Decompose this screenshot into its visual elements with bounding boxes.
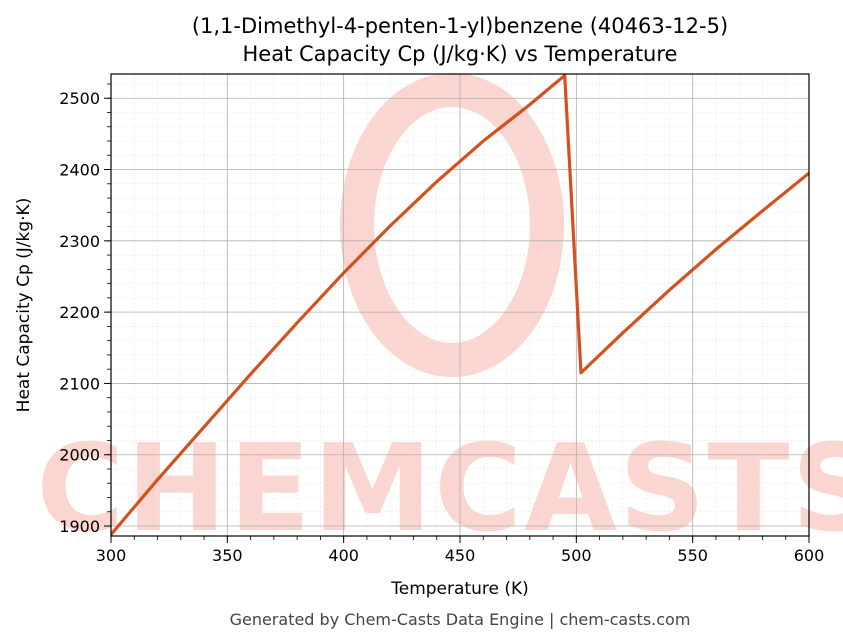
x-axis-label: Temperature (K) bbox=[390, 579, 529, 599]
y-axis-ticks: 1900 2000 2100 2200 2300 2400 2500 bbox=[59, 83, 111, 536]
x-tick-label: 500 bbox=[561, 546, 592, 565]
x-tick-label: 300 bbox=[96, 546, 127, 565]
chart-title: (1,1-Dimethyl-4-penten-1-yl)benzene (404… bbox=[192, 14, 728, 38]
y-tick-label: 2400 bbox=[59, 161, 100, 180]
series-line-0 bbox=[111, 74, 809, 536]
y-tick-label: 2000 bbox=[59, 446, 100, 465]
series-layer bbox=[111, 74, 809, 536]
y-tick-label: 2100 bbox=[59, 374, 100, 393]
x-tick-label: 350 bbox=[212, 546, 243, 565]
chart-subtitle: Heat Capacity Cp (J/kg·K) vs Temperature bbox=[243, 42, 678, 66]
x-axis-ticks: 300 350 400 450 500 550 600 bbox=[96, 536, 825, 565]
x-tick-label: 400 bbox=[328, 546, 359, 565]
x-tick-label: 450 bbox=[445, 546, 476, 565]
y-tick-label: 1900 bbox=[59, 517, 100, 536]
x-tick-label: 550 bbox=[677, 546, 708, 565]
y-tick-label: 2300 bbox=[59, 232, 100, 251]
y-axis-label: Heat Capacity Cp (J/kg·K) bbox=[14, 198, 34, 413]
watermark-logo-ring bbox=[340, 73, 564, 377]
y-tick-label: 2500 bbox=[59, 89, 100, 108]
y-tick-label: 2200 bbox=[59, 303, 100, 322]
footer-credit: Generated by Chem-Casts Data Engine | ch… bbox=[230, 610, 691, 629]
x-tick-label: 600 bbox=[794, 546, 825, 565]
